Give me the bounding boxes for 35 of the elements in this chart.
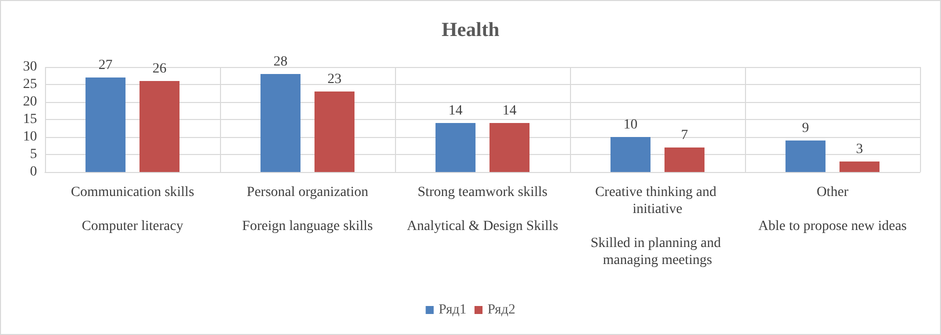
data-label: 28 [274,54,288,70]
category-label: Strong teamwork skills Analytical & Design Skills [406,185,558,234]
bar [840,162,880,172]
legend-label: Ряд2 [488,302,516,318]
data-label: 23 [328,72,342,87]
data-label: 3 [856,142,863,157]
data-label: 7 [681,128,688,143]
bar [664,148,704,172]
legend-label: Ряд1 [438,302,467,318]
bar [610,137,650,172]
data-label: 26 [152,62,166,76]
bar [314,92,354,172]
category-label: Other Able to propose new ideas [758,185,907,234]
y-tick-label: 5 [30,147,37,162]
bar [436,123,476,172]
category-label: Personal organization Foreign language skills [242,185,373,234]
category-label: Creative thinking and initiative Skilled in planning and managing meetings [590,185,721,268]
bar [86,78,126,172]
data-label: 27 [98,58,112,73]
chart-title: Health [442,19,500,41]
y-tick-label: 10 [23,130,37,144]
y-tick-label: 0 [30,164,37,180]
bar [786,140,826,172]
bar [140,81,180,172]
data-label: 9 [802,121,809,136]
data-label: 14 [448,104,462,118]
bar [490,123,530,172]
y-tick-label: 25 [23,77,37,92]
y-tick-label: 30 [23,60,37,74]
y-tick-label: 15 [23,112,37,127]
bar [260,74,300,172]
category-label: Communication skills Computer literacy [70,185,194,234]
y-tick-label: 20 [23,94,37,110]
data-label: 10 [624,118,638,132]
data-label: 14 [502,104,516,118]
